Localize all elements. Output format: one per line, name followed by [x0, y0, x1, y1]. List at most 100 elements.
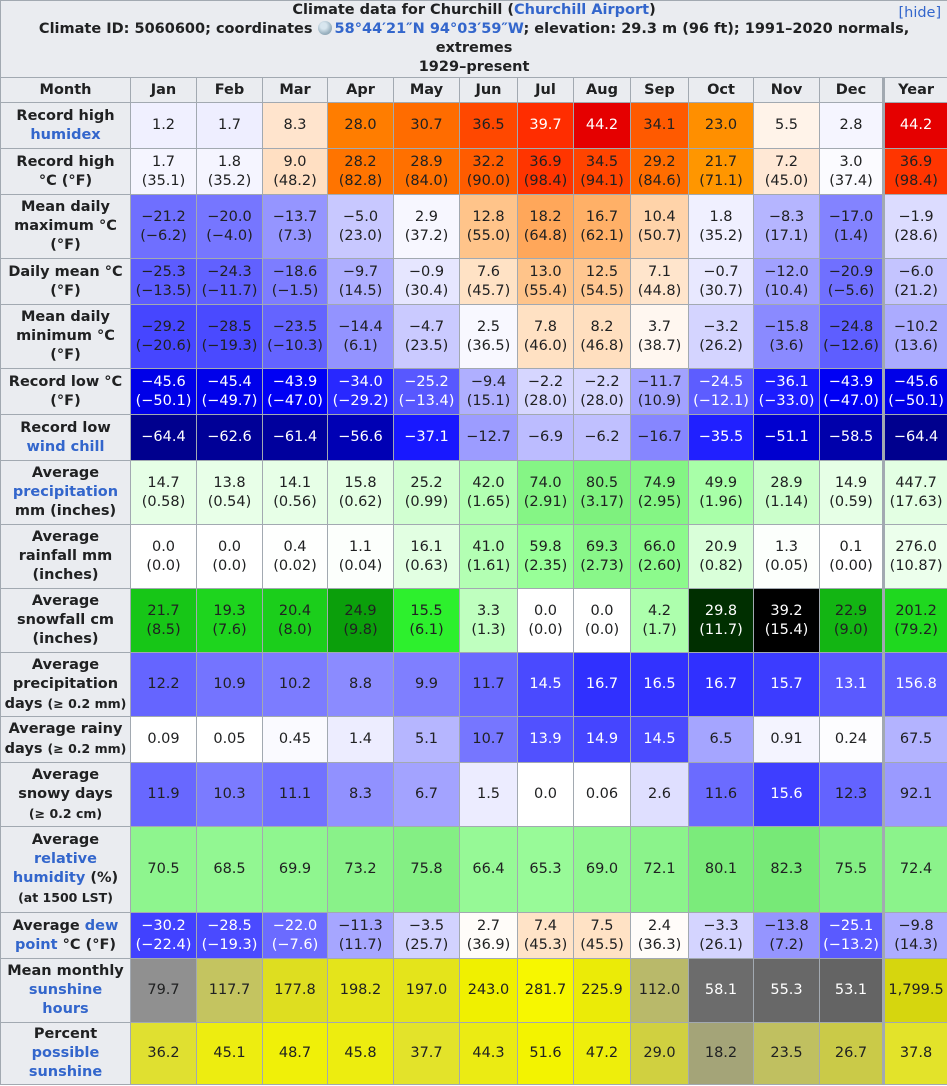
- row-avg-precip-mm: Average precipitation mm (inches) 14.7 (0.58…: [0, 460, 947, 525]
- cell-value: 6.7: [414, 786, 439, 802]
- cell-avg-rainfall-mm-jul: 59.8 (2.35): [517, 524, 574, 589]
- cell-value-imperial: (−5.6): [827, 282, 875, 299]
- cell-value: 19.3: [213, 602, 246, 619]
- caption-period: 1929–present: [418, 59, 530, 75]
- cell-value: 80.5: [585, 474, 619, 491]
- cell-value: 29.2: [643, 153, 676, 170]
- cell-value: 44.2: [899, 117, 933, 133]
- cell-value: −45.6: [141, 373, 186, 390]
- cell-value: 39.7: [529, 117, 562, 133]
- row-label-text: Average: [31, 593, 100, 609]
- cell-value: 28.0: [344, 117, 377, 133]
- cell-avg-relative-humidity-dec: 75.5: [819, 826, 884, 913]
- row-avg-rainy-days: Average rainy days (≥ 0.2 mm) 0.09 0.05 0.45…: [0, 716, 947, 763]
- row-label-text: days: [4, 741, 48, 757]
- month-header-apr: Apr: [327, 77, 394, 103]
- cell-avg-precip-mm-nov: 28.9 (1.14): [753, 460, 820, 525]
- cell-record-low-c-feb: −45.4 (−49.7): [196, 368, 263, 415]
- cell-daily-mean-apr: −9.7 (14.5): [327, 258, 394, 305]
- cell-value: 65.3: [529, 861, 562, 877]
- cell-value: 3.3: [476, 602, 501, 619]
- cell-value: −23.5: [272, 318, 318, 335]
- cell-value-imperial: (84.6): [637, 172, 682, 189]
- cell-mean-daily-max-apr: −5.0 (23.0): [327, 194, 394, 259]
- row-label-link[interactable]: possible: [31, 1045, 100, 1061]
- cell-avg-precip-mm-aug: 80.5 (3.17): [573, 460, 631, 525]
- cell-value: 20.9: [704, 538, 738, 555]
- cell-value: −0.7: [703, 263, 739, 280]
- row-label-avg-rainy-days: Average rainy days (≥ 0.2 mm): [0, 716, 131, 763]
- cell-percent-possible-sunshine-apr: 45.8: [327, 1022, 394, 1085]
- cell-value: 225.9: [581, 982, 623, 998]
- cell-value-imperial: (−12.6): [823, 337, 879, 354]
- row-label-link[interactable]: humidex: [30, 126, 101, 143]
- cell-value-imperial: (7.3): [277, 227, 313, 244]
- cell-value: 45.1: [213, 1045, 246, 1061]
- cell-value: −45.6: [893, 373, 939, 390]
- cell-value-imperial: (−19.3): [201, 337, 258, 354]
- cell-value-imperial: (1.96): [699, 493, 743, 510]
- row-label-text: Record low °C: [8, 373, 123, 390]
- cell-value-imperial: (0.00): [829, 557, 873, 574]
- cell-value: 18.2: [529, 208, 562, 225]
- row-label-text: Record high: [16, 107, 115, 124]
- cell-mean-daily-max-jul: 18.2 (64.8): [517, 194, 574, 259]
- cell-value-imperial: (35.1): [141, 172, 186, 189]
- cell-value-imperial: (1.65): [466, 493, 511, 510]
- row-label-link[interactable]: humidity: [12, 870, 86, 886]
- cell-percent-possible-sunshine-may: 37.7: [393, 1022, 460, 1085]
- cell-value-imperial: (−1.5): [271, 282, 319, 299]
- row-record-low-wind-chill: Record low wind chill −64.4 −62.6 −61.4 −56.6…: [0, 414, 947, 461]
- cell-value: −5.0: [342, 208, 379, 225]
- row-label-link[interactable]: dew: [84, 917, 119, 934]
- cell-value-imperial: (1.14): [764, 493, 809, 510]
- month-header-jun: Jun: [459, 77, 518, 103]
- cell-record-low-wind-chill-jun: −12.7: [459, 414, 518, 461]
- cell-value-imperial: (98.4): [523, 172, 568, 189]
- cell-value: −4.7: [408, 318, 445, 335]
- cell-avg-precip-days-year: 156.8: [881, 652, 947, 717]
- cell-avg-snowy-days-aug: 0.06: [573, 762, 631, 827]
- cell-value: 2.7: [476, 917, 501, 934]
- row-label-link[interactable]: relative: [34, 851, 97, 867]
- row-label-link[interactable]: sunshine: [28, 1064, 103, 1080]
- cell-value-imperial: (30.7): [699, 282, 743, 299]
- cell-record-high-c-mar: 9.0 (48.2): [262, 148, 328, 195]
- row-label-link[interactable]: precipitation: [12, 484, 119, 500]
- cell-value: 15.5: [410, 602, 443, 619]
- row-label-text: (°F): [50, 237, 81, 253]
- cell-value-imperial: (30.4): [404, 282, 449, 299]
- hide-toggle[interactable]: [hide]: [898, 5, 942, 21]
- cell-value-imperial: (98.4): [894, 172, 938, 189]
- cell-value: 10.7: [472, 731, 505, 747]
- cell-value: 80.1: [704, 861, 738, 877]
- cell-avg-rainfall-mm-year: 276.0 (10.87): [881, 524, 947, 589]
- row-label-link[interactable]: point: [15, 936, 58, 953]
- churchill-airport-link[interactable]: Churchill Airport: [514, 2, 650, 18]
- coordinates-link[interactable]: 58°44′21″N 94°03′59″W: [334, 21, 524, 37]
- cell-avg-dew-point-may: −3.5 (25.7): [393, 912, 460, 959]
- cell-avg-snowy-days-oct: 11.6: [688, 762, 754, 827]
- cell-mean-daily-max-year: −1.9 (28.6): [881, 194, 947, 259]
- cell-value-imperial: (1.61): [466, 557, 511, 574]
- row-avg-precip-days: Average precipitation days (≥ 0.2 mm) 12.2 1…: [0, 652, 947, 717]
- row-label-link[interactable]: sunshine: [28, 982, 103, 998]
- cell-avg-relative-humidity-feb: 68.5: [196, 826, 263, 913]
- cell-value: 12.5: [585, 263, 619, 280]
- cell-avg-rainy-days-mar: 0.45: [262, 716, 328, 763]
- cell-avg-precip-mm-mar: 14.1 (0.56): [262, 460, 328, 525]
- row-label-link[interactable]: hours: [42, 1001, 89, 1017]
- cell-percent-possible-sunshine-feb: 45.1: [196, 1022, 263, 1085]
- cell-value: 92.1: [899, 786, 933, 802]
- cell-value-imperial: (17.1): [764, 227, 809, 244]
- cell-avg-precip-mm-jun: 42.0 (1.65): [459, 460, 518, 525]
- cell-value-imperial: (−10.3): [267, 337, 323, 354]
- cell-value: 34.1: [643, 117, 676, 133]
- cell-avg-snowfall-cm-sep: 4.2 (1.7): [630, 588, 689, 653]
- row-label-link[interactable]: wind chill: [26, 438, 105, 455]
- cell-value: 29.0: [643, 1045, 676, 1061]
- globe-icon[interactable]: [317, 21, 332, 35]
- cell-value: 79.7: [147, 982, 180, 998]
- cell-daily-mean-sep: 7.1 (44.8): [630, 258, 689, 305]
- cell-record-high-humidex-sep: 34.1: [630, 102, 689, 149]
